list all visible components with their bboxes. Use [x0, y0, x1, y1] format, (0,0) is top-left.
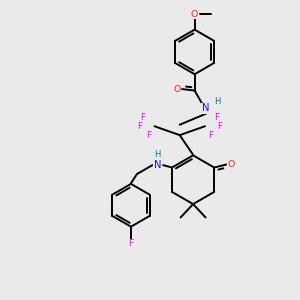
Text: O: O — [228, 160, 235, 169]
Text: F: F — [214, 113, 219, 122]
Text: F: F — [137, 122, 142, 131]
Text: O: O — [173, 85, 180, 94]
Text: F: F — [217, 122, 222, 131]
Text: O: O — [191, 10, 198, 19]
Text: F: F — [146, 131, 151, 140]
Text: H: H — [214, 97, 220, 106]
Text: F: F — [141, 113, 146, 122]
Text: F: F — [128, 239, 134, 248]
Text: N: N — [154, 160, 161, 170]
Text: F: F — [208, 131, 214, 140]
Text: N: N — [202, 103, 210, 113]
Text: H: H — [154, 150, 160, 159]
